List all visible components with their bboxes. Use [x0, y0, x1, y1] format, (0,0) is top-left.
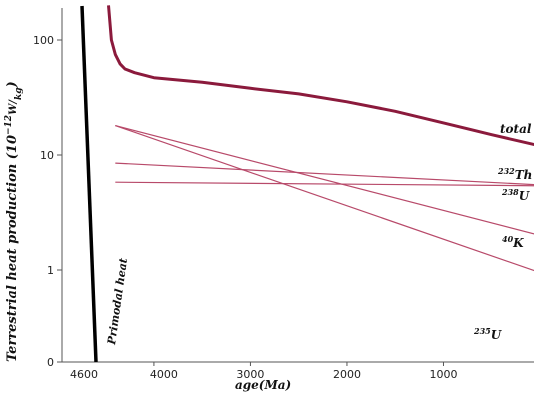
x-tick-label: 3000 — [236, 368, 264, 381]
series-label-40K: 40K — [502, 234, 524, 250]
x-axis-label: age(Ma) — [235, 378, 291, 392]
y-tick-label: 10 — [40, 149, 54, 162]
y-tick-label: 100 — [33, 34, 54, 47]
x-tick-label: 4600 — [70, 368, 98, 381]
series-label-total: total — [500, 122, 532, 136]
series-line-total — [107, 5, 534, 147]
primordial-heat-line — [80, 5, 98, 363]
series-label-235U: 235U — [473, 326, 503, 342]
series-line-232Th — [115, 162, 534, 186]
series-label-232Th: 232Th — [497, 166, 532, 182]
y-tick-label: 0 — [47, 356, 54, 369]
x-tick-label: 4000 — [150, 368, 178, 381]
series-line-40K — [115, 125, 534, 235]
x-tick-label: 2000 — [333, 368, 361, 381]
y-axis-label: Terrestrial heat production (10−12W/kg) — [4, 81, 24, 362]
x-tick-label: 1000 — [429, 368, 457, 381]
series-label-238U: 238U — [501, 187, 531, 203]
series-line-235U — [115, 125, 534, 272]
series-line-238U — [115, 181, 534, 187]
y-tick-label: 1 — [47, 264, 54, 277]
